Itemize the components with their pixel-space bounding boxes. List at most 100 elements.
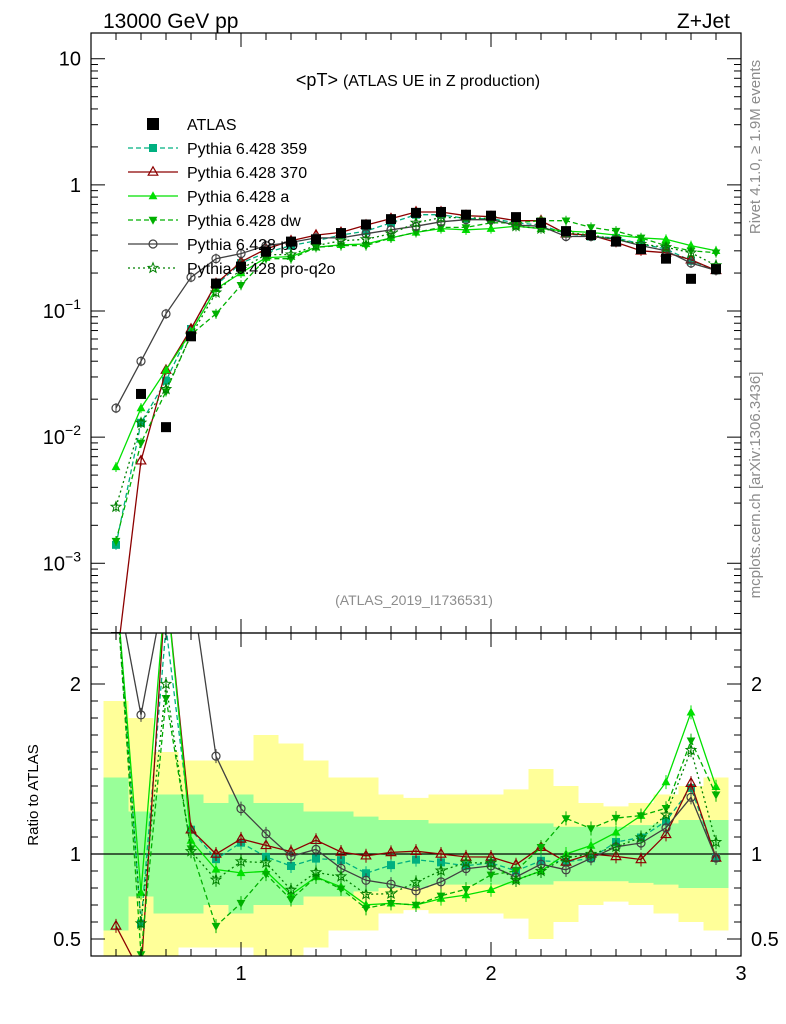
series-point <box>111 662 121 670</box>
ratio-point <box>311 844 321 855</box>
series-point <box>111 537 121 546</box>
ratio-point <box>661 823 671 833</box>
series-point <box>684 246 698 259</box>
series-point <box>111 462 121 471</box>
ratio-point <box>711 853 721 863</box>
series-point <box>186 272 196 282</box>
ratio-point <box>362 869 370 878</box>
ratio-point <box>412 855 420 864</box>
series-point <box>409 216 423 229</box>
ratio-point <box>162 577 171 585</box>
series-point <box>136 403 146 412</box>
ratio-point <box>186 835 196 844</box>
series-point <box>461 224 471 233</box>
series-point <box>135 454 147 465</box>
legend-marker <box>148 239 158 249</box>
data-point <box>636 244 646 255</box>
ratio-point <box>437 858 445 867</box>
ratio-point <box>111 577 121 586</box>
legend: ATLAS Pythia 6.428 359 Pythia 6.428 370 Pyt… <box>128 117 336 278</box>
process-label: Z+Jet <box>677 10 730 33</box>
ratio-point <box>261 829 271 839</box>
ratio-point <box>684 743 698 756</box>
series-point <box>159 382 173 395</box>
ratio-point <box>559 851 573 864</box>
ratio-point <box>334 869 348 882</box>
ratio-point <box>509 873 523 886</box>
ratio-point <box>561 815 571 824</box>
ratio-y-tick-label-right: 0.5 <box>751 929 779 951</box>
ratio-point <box>284 883 298 896</box>
ratio-series-5 <box>111 577 723 931</box>
series-point <box>209 285 223 298</box>
ratio-point <box>112 578 120 586</box>
ratio-point <box>261 870 271 879</box>
data-point <box>586 230 596 241</box>
legend-entry: Pythia 6.428 dw <box>128 213 301 230</box>
series-point <box>111 403 121 413</box>
ratio-point <box>484 856 498 869</box>
data-point <box>361 219 371 230</box>
legend-label: Pythia 6.428 dw <box>187 213 301 230</box>
legend-marker <box>148 216 158 225</box>
ratio-point <box>709 835 723 848</box>
series-point <box>162 376 170 385</box>
legend-label: Pythia 6.428 p0 <box>187 237 298 254</box>
ratio-point <box>287 861 295 870</box>
series-point <box>661 234 671 243</box>
series-5 <box>109 210 723 513</box>
series-point <box>561 217 571 226</box>
ratio-point <box>385 846 397 857</box>
ratio-point <box>236 804 246 814</box>
y-tick-label: 10−1 <box>43 296 81 323</box>
data-point <box>661 253 671 264</box>
ratio-point <box>459 856 473 869</box>
chart-title-main: <pT> <box>296 70 338 90</box>
data-point <box>211 278 221 289</box>
ratio-point <box>234 855 248 867</box>
main-plot-content <box>109 205 723 670</box>
ratio-point <box>359 887 373 900</box>
ratio-point <box>711 791 721 800</box>
y-tick-label: 1 <box>70 175 81 197</box>
series-point <box>109 500 123 513</box>
legend-entry: Pythia 6.428 p0 <box>128 237 298 254</box>
ratio-point <box>134 916 148 929</box>
ratio-point <box>260 838 272 850</box>
legend-entry: Pythia 6.428 pro-q2o <box>128 261 336 278</box>
data-point <box>286 236 296 247</box>
y-tick-base: 10 <box>59 49 81 71</box>
data-point <box>186 331 196 342</box>
data-point <box>436 206 446 217</box>
series-point <box>411 229 421 238</box>
ratio-point <box>611 814 621 823</box>
legend-entry: Pythia 6.428 359 <box>128 141 307 158</box>
y-tick-exponent: −3 <box>65 548 81 564</box>
ratio-point <box>635 853 647 864</box>
ratio-point <box>436 877 446 887</box>
legend-label: Pythia 6.428 359 <box>187 141 307 158</box>
ratio-y-tick-label: 2 <box>70 674 81 696</box>
beam-energy-label: 13000 GeV pp <box>103 10 238 33</box>
ratio-point <box>659 808 673 821</box>
series-point <box>711 249 721 258</box>
data-point <box>511 212 521 223</box>
ratio-point <box>661 777 671 786</box>
series-point <box>161 309 171 319</box>
data-point <box>686 273 696 284</box>
rivet-version-label: Rivet 4.1.0, ≥ 1.9M events <box>747 60 764 234</box>
ratio-point <box>136 887 146 896</box>
ratio-y-tick-label-right: 2 <box>751 674 762 696</box>
data-point <box>386 214 396 225</box>
ratio-point <box>410 844 422 855</box>
ratio-point <box>236 868 246 877</box>
x-tick-label: 2 <box>485 963 496 985</box>
ratio-point <box>435 847 447 858</box>
series-point <box>686 258 696 268</box>
ratio-point <box>335 845 347 856</box>
ratio-axis-label: Ratio to ATLAS <box>25 744 42 845</box>
data-point <box>461 209 471 220</box>
series-point <box>611 227 621 236</box>
data-point <box>261 246 271 257</box>
